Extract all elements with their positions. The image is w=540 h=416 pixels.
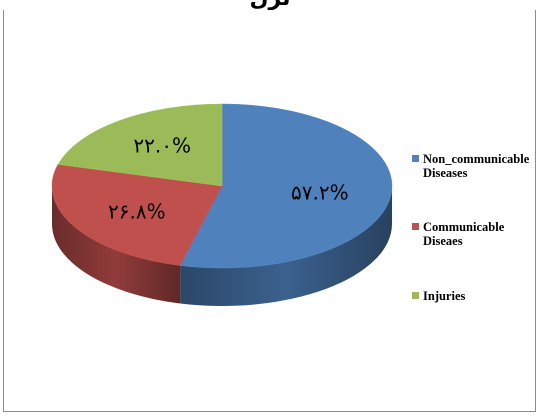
pie-slice-injuries [57,103,223,187]
legend-item-injuries: Injuries [412,289,465,303]
legend-label: Diseases [423,166,468,180]
legend-item-non-communicable: Non_communicable Diseases [412,152,529,180]
chart-title: نزل [200,0,340,10]
pie-side-non-communicable [180,186,392,307]
data-label-non-communicable: ۵۷.۲% [291,180,349,204]
legend-swatch [412,155,419,162]
pie-side-communicable [52,186,181,304]
legend-label: Diseaes [423,234,463,248]
legend-label: Communicable [423,220,505,234]
legend-swatch [412,292,419,299]
legend-label: Non_communicable [423,152,530,166]
pie-slice-non-communicable [179,103,393,269]
legend-swatch [412,223,419,230]
pie-slice-communicable [51,164,223,266]
legend-label: Injuries [423,289,466,303]
data-label-injuries: ۲۲.۰% [133,134,191,158]
title-strip: نزل [0,0,540,10]
data-label-communicable: ۲۶.۸% [108,200,166,224]
legend-item-communicable: Communicable Diseaes [412,220,504,248]
